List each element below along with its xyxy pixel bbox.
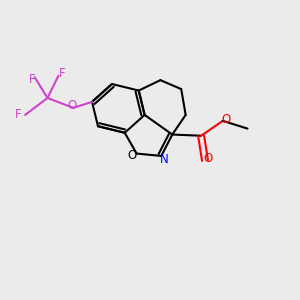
Text: O: O bbox=[203, 152, 213, 165]
Text: N: N bbox=[160, 153, 169, 166]
Text: F: F bbox=[28, 73, 35, 86]
Text: F: F bbox=[59, 67, 65, 80]
Text: O: O bbox=[128, 149, 137, 162]
Text: O: O bbox=[67, 99, 76, 112]
Text: O: O bbox=[221, 113, 230, 127]
Text: F: F bbox=[15, 108, 22, 122]
